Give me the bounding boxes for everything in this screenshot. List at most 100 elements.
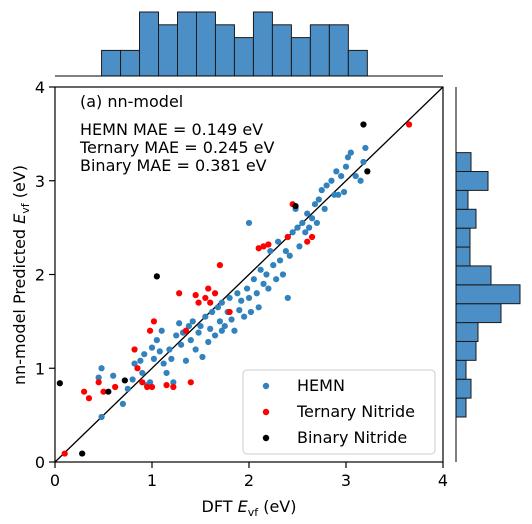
point-hemn: [315, 196, 322, 203]
point-hemn: [211, 332, 219, 339]
y-axis-title-prefix: nn-model Predicted: [10, 224, 29, 385]
point-hemn: [321, 205, 328, 212]
point-hemn: [308, 215, 316, 222]
point-ternary-nitride: [187, 379, 194, 386]
point-ternary-nitride: [211, 290, 219, 297]
point-hemn: [284, 294, 291, 302]
point-hemn: [241, 313, 248, 320]
point-ternary-nitride: [81, 388, 88, 395]
point-hemn: [98, 413, 105, 421]
point-hemn: [98, 365, 105, 372]
right-hist-bar: [455, 227, 471, 248]
point-ternary-nitride: [260, 243, 267, 250]
point-hemn: [318, 187, 325, 194]
point-hemn: [221, 322, 228, 330]
right-hist-bar: [455, 189, 469, 210]
point-hemn: [286, 252, 293, 259]
x-axis-title-sub: vf: [248, 506, 260, 519]
point-hemn: [195, 329, 202, 336]
point-hemn: [207, 325, 214, 332]
point-hemn: [231, 327, 238, 334]
point-ternary-nitride: [139, 379, 146, 386]
point-binary-nitride: [79, 450, 86, 457]
top-hist-bar: [328, 24, 349, 77]
point-ternary-nitride: [195, 299, 202, 306]
point-ternary-nitride: [148, 383, 156, 391]
point-ternary-nitride: [205, 285, 212, 292]
axis-ticks: 0 1 2 3 4 0 1 2 3 4: [35, 78, 448, 490]
point-hemn: [146, 379, 154, 386]
x-axis-title: DFT Evf (eV): [202, 497, 297, 519]
point-binary-nitride: [364, 168, 371, 175]
top-hist-bar: [139, 11, 160, 77]
point-hemn: [255, 304, 262, 311]
point-hemn: [209, 308, 216, 316]
point-hemn: [302, 229, 309, 236]
top-hist-bar: [214, 24, 235, 77]
point-hemn: [238, 297, 245, 304]
point-hemn: [335, 191, 342, 198]
point-hemn: [153, 337, 160, 344]
point-hemn: [192, 346, 199, 353]
legend-box: [242, 369, 436, 455]
point-ternary-nitride: [216, 262, 223, 269]
point-hemn: [156, 348, 163, 355]
legend-label-binary: Binary Nitride: [297, 428, 407, 447]
legend: HEMN Ternary Nitride Binary Nitride: [242, 369, 436, 455]
point-hemn: [304, 210, 311, 217]
top-hist-bar: [176, 11, 197, 77]
legend-marker-binary: [262, 434, 270, 442]
point-binary-nitride: [105, 388, 112, 395]
right-hist-bar: [455, 246, 471, 267]
point-hemn: [197, 322, 204, 330]
point-hemn: [178, 341, 185, 348]
panel-label: (a) nn-model: [80, 92, 183, 111]
point-hemn: [226, 294, 233, 302]
point-hemn: [243, 285, 251, 292]
point-hemn: [189, 318, 196, 325]
right-hist-bar: [455, 322, 479, 342]
mae-binary: Binary MAE = 0.381 eV: [80, 156, 267, 175]
point-hemn: [323, 182, 330, 189]
y-tick-label: 2: [35, 266, 45, 285]
point-hemn: [270, 262, 277, 269]
point-ternary-nitride: [85, 395, 93, 402]
right-hist-bar: [455, 340, 477, 361]
point-ternary-nitride: [150, 318, 158, 325]
point-hemn: [110, 372, 117, 379]
point-hemn: [245, 294, 253, 302]
point-hemn: [260, 280, 267, 287]
point-ternary-nitride: [61, 450, 68, 457]
right-hist-bar: [455, 171, 489, 191]
point-hemn: [148, 344, 156, 351]
point-hemn: [338, 172, 345, 180]
top-hist-bar: [233, 37, 254, 77]
point-ternary-nitride: [112, 383, 119, 391]
point-hemn: [247, 308, 255, 316]
top-hist-bar: [290, 37, 311, 77]
top-histogram: [55, 11, 443, 77]
right-hist-bar: [455, 378, 472, 399]
point-hemn: [202, 313, 209, 320]
point-hemn: [137, 357, 144, 364]
point-hemn: [158, 327, 165, 334]
point-hemn: [199, 353, 206, 361]
diagonal-line: [54, 86, 444, 463]
point-hemn: [129, 376, 136, 383]
right-hist-bar: [455, 284, 521, 305]
point-hemn: [216, 318, 223, 325]
point-ternary-nitride: [182, 327, 190, 334]
top-hist-bar: [271, 24, 292, 77]
point-hemn: [313, 219, 320, 227]
top-hist-bar: [347, 49, 368, 77]
legend-label-hemn: HEMN: [297, 376, 345, 395]
point-ternary-nitride: [405, 121, 413, 128]
y-axis-title: nn-model Predicted Evf (eV): [10, 165, 32, 385]
point-ternary-nitride: [146, 327, 154, 334]
point-hemn: [357, 177, 364, 184]
point-ternary-nitride: [304, 238, 311, 245]
point-ternary-nitride: [226, 308, 233, 316]
point-hemn: [267, 247, 274, 255]
point-hemn: [236, 307, 243, 314]
